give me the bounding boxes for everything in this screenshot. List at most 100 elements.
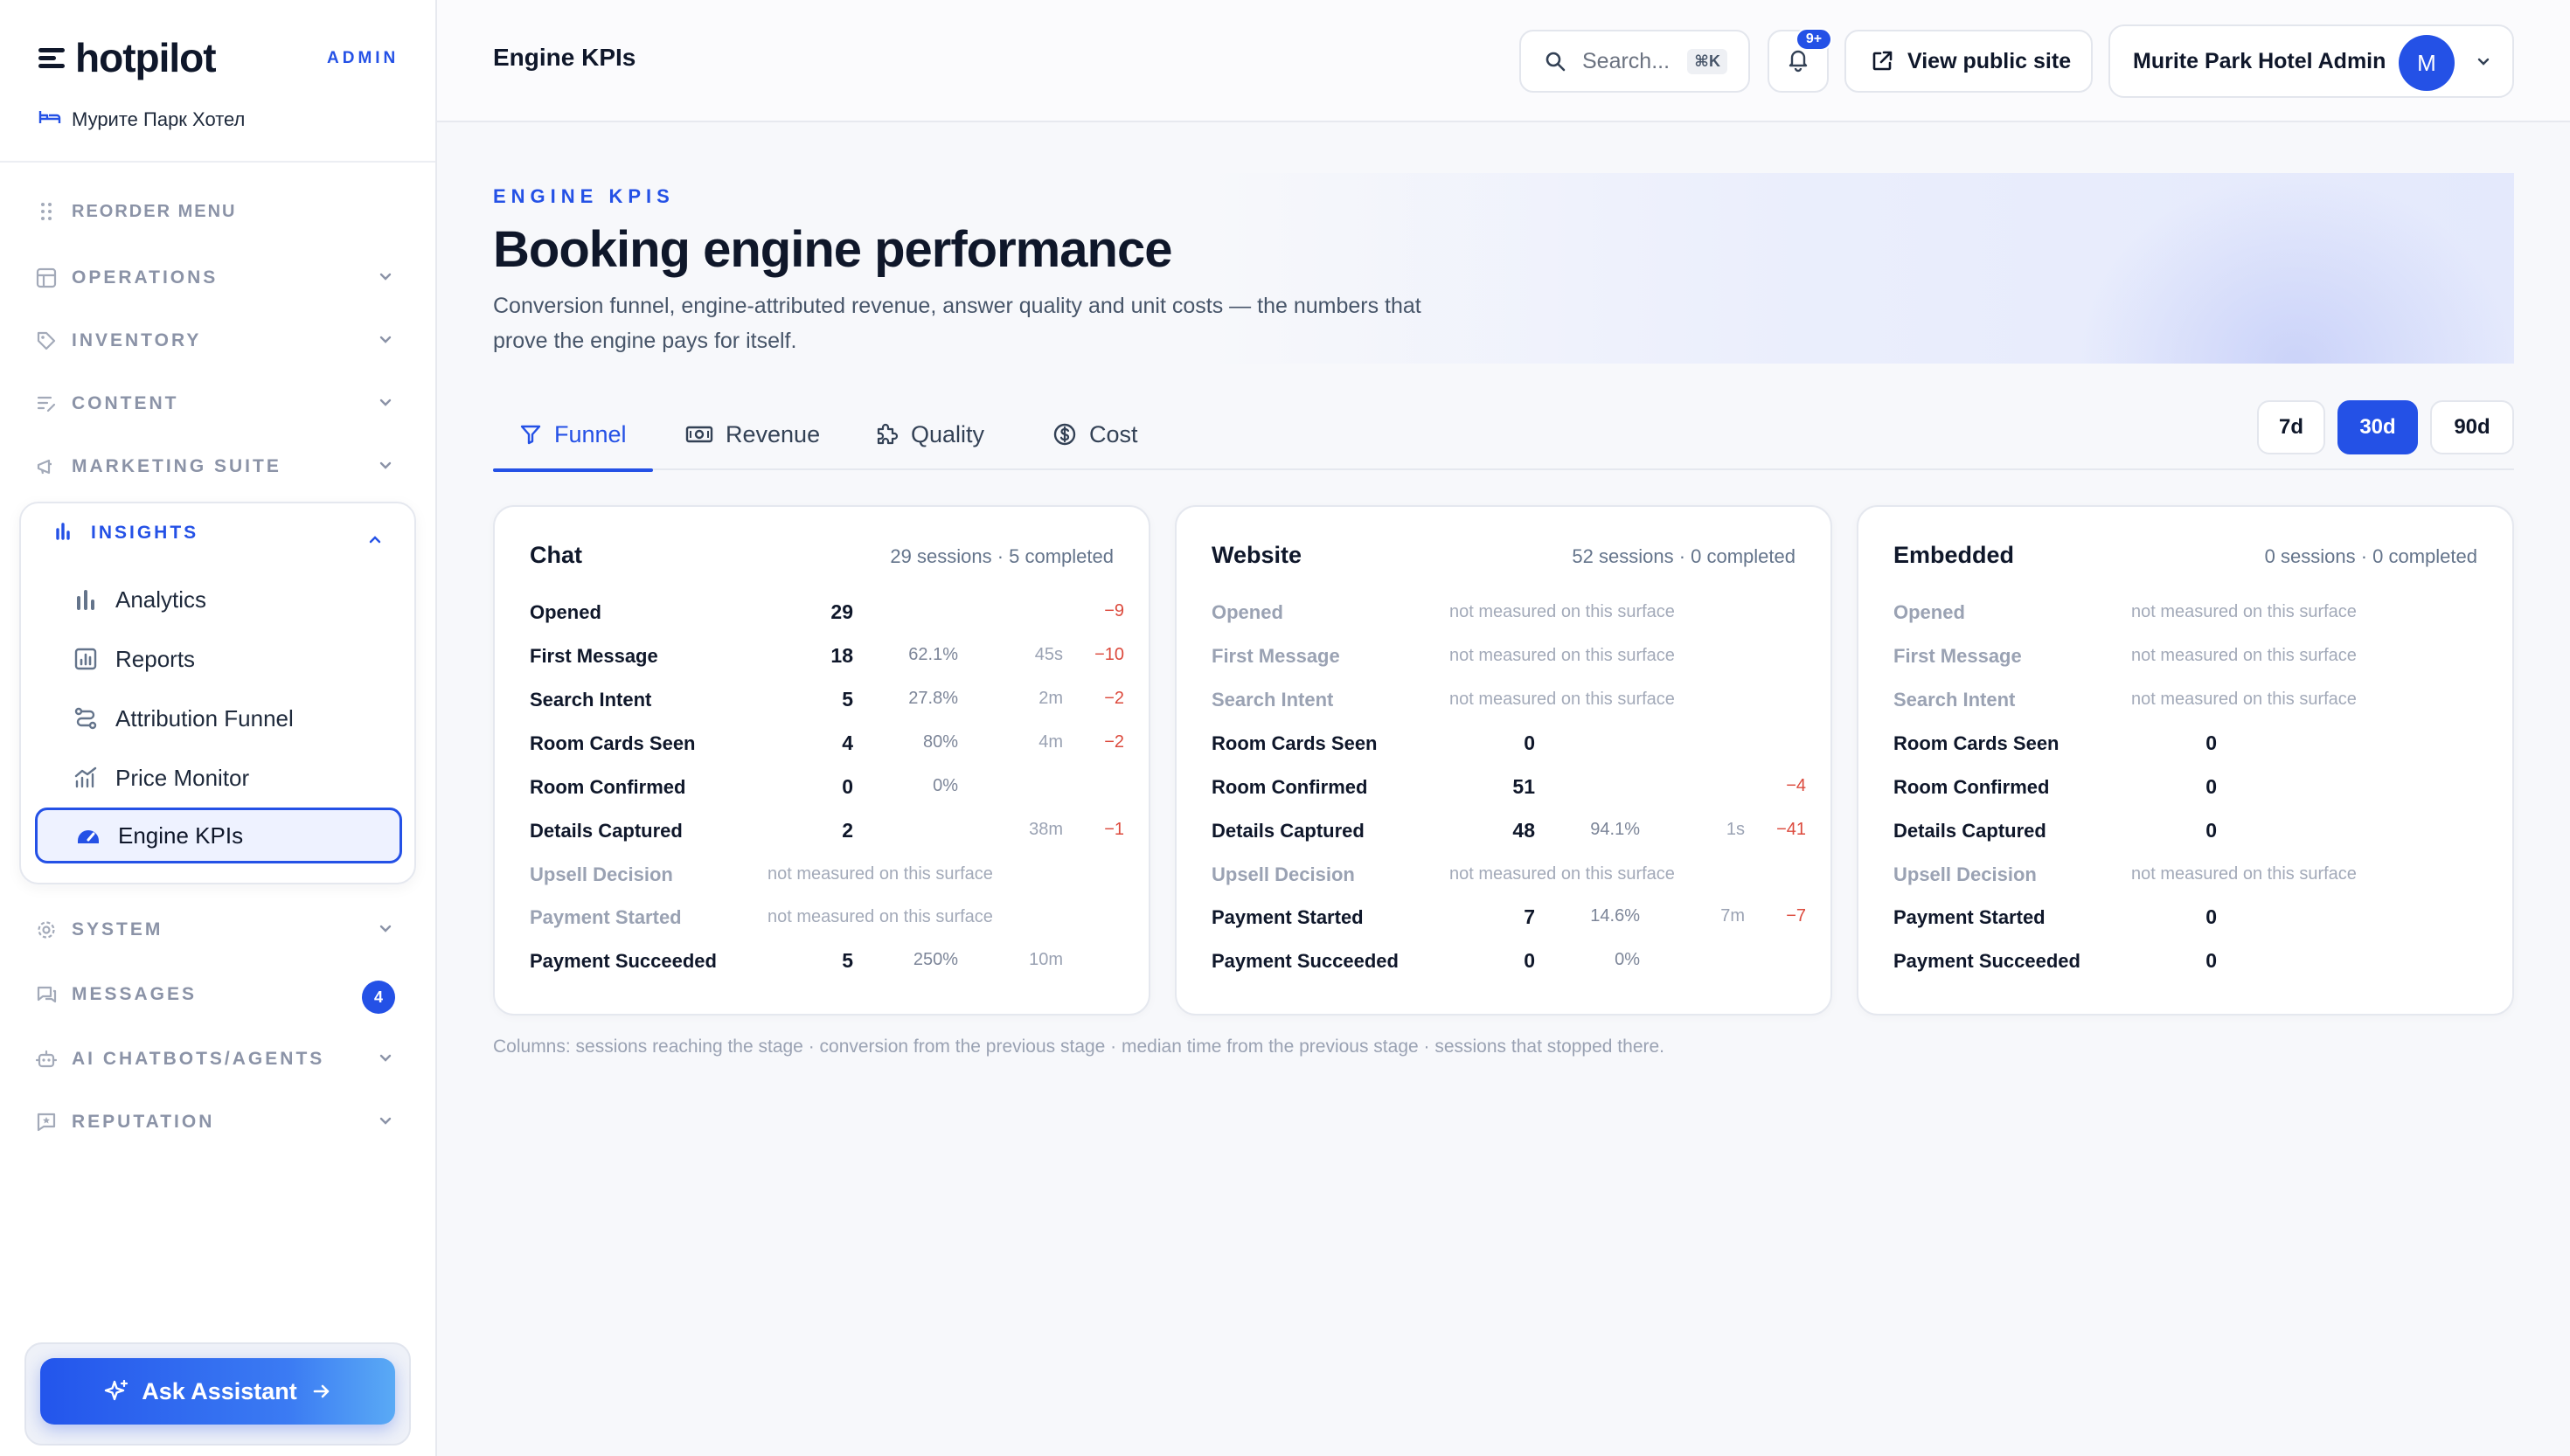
tab-cost[interactable]: Cost	[1026, 399, 1164, 470]
chevron-down-icon	[376, 1112, 395, 1136]
stage-count: 29	[830, 600, 853, 623]
view-public-site-label: View public site	[1907, 48, 2072, 73]
divider	[0, 161, 435, 163]
tab-quality[interactable]: Quality	[848, 399, 1011, 470]
admin-tag: ADMIN	[327, 49, 399, 67]
not-measured-note: not measured on this surface	[1449, 602, 1675, 621]
funnel-stage-row: Payment Succeeded 0	[1893, 943, 2488, 978]
nav-group-reputation[interactable]: REPUTATION	[35, 1105, 402, 1140]
nav-group-content[interactable]: CONTENT	[35, 386, 402, 421]
nav-group-system[interactable]: SYSTEM	[35, 912, 402, 947]
stage-median-time: 7m	[1720, 906, 1745, 926]
review-icon	[35, 1111, 58, 1134]
not-measured-note: not measured on this surface	[768, 907, 993, 926]
stage-label: Details Captured	[1212, 820, 1365, 842]
sidebar-item-label: Reports	[115, 645, 196, 672]
stage-count: 7	[1524, 905, 1535, 928]
funnel-stage-row: Search Intent not measured on this surfac…	[1212, 682, 1806, 717]
nav-group-operations[interactable]: OPERATIONS	[35, 260, 402, 295]
search-placeholder: Search...	[1582, 48, 1670, 73]
ask-assistant-label: Ask Assistant	[142, 1377, 297, 1404]
hotpilot-logo-icon	[38, 45, 68, 71]
stage-label: Payment Started	[1212, 906, 1364, 928]
stage-label: Room Confirmed	[530, 776, 686, 798]
view-public-site-button[interactable]: View public site	[1844, 30, 2093, 93]
stage-dropoff: −41	[1776, 820, 1806, 839]
stage-conversion: 80%	[922, 732, 958, 752]
stage-count: 0	[2205, 949, 2217, 972]
stage-dropoff: −2	[1104, 732, 1124, 752]
chevron-up-icon[interactable]	[365, 530, 385, 553]
nav-group-ai-chatbots[interactable]: AI CHATBOTS/AGENTS	[35, 1042, 402, 1077]
search-input[interactable]: Search... ⌘K	[1519, 30, 1750, 93]
stage-label: Payment Succeeded	[530, 950, 717, 972]
sidebar-item-attribution-funnel[interactable]: Attribution Funnel	[35, 690, 402, 746]
card-session-summary: 29 sessions · 5 completed	[890, 545, 1114, 567]
stage-label: Payment Succeeded	[1212, 950, 1399, 972]
analytics-icon	[72, 586, 100, 614]
search-shortcut: ⌘K	[1687, 49, 1727, 74]
main-content: ENGINE KPIS Booking engine performance C…	[437, 122, 2570, 1456]
funnel-stage-row: Payment Succeeded 5 250% 10m	[530, 943, 1124, 978]
nav-group-marketing[interactable]: MARKETING SUITE	[35, 449, 402, 484]
topbar: Engine KPIs Search... ⌘K 9+ View public …	[437, 0, 2570, 122]
sidebar: hotpilot ADMIN Мурите Парк Хотел REORDER…	[0, 0, 437, 1456]
nav-group-label: OPERATIONS	[72, 267, 219, 288]
chevron-down-icon	[2474, 52, 2493, 78]
range-90d-button[interactable]: 90d	[2430, 400, 2514, 454]
banknote-icon	[685, 423, 713, 446]
ask-assistant-button[interactable]: Ask Assistant	[40, 1358, 395, 1425]
tab-funnel[interactable]: Funnel	[493, 399, 653, 472]
tab-label: Quality	[911, 420, 985, 447]
stage-conversion: 14.6%	[1590, 906, 1640, 926]
brand-logo[interactable]: hotpilot	[38, 31, 217, 84]
hero-decoration	[1206, 173, 2514, 364]
drag-handle-icon	[35, 200, 58, 223]
range-7d-button[interactable]: 7d	[2257, 400, 2325, 454]
assistant-panel: Ask Assistant	[24, 1342, 411, 1446]
notifications-button[interactable]: 9+	[1768, 28, 1832, 93]
funnel-stage-row: Room Cards Seen 4 80% 4m −2	[530, 725, 1124, 760]
tag-icon	[35, 329, 58, 352]
stage-dropoff: −7	[1786, 906, 1806, 926]
nav-group-inventory[interactable]: INVENTORY	[35, 323, 402, 358]
chevron-down-icon	[376, 393, 395, 418]
stage-count: 0	[2205, 819, 2217, 842]
funnel-stage-row: Opened not measured on this surface	[1212, 594, 1806, 629]
card-title: Chat	[530, 542, 582, 568]
insights-toggle[interactable]: INSIGHTS	[54, 521, 198, 545]
report-chart-icon	[72, 645, 100, 673]
reorder-menu-label: REORDER MENU	[72, 201, 237, 221]
stage-median-time: 2m	[1038, 689, 1063, 708]
stage-conversion: 0%	[1615, 950, 1640, 969]
card-session-summary: 52 sessions · 0 completed	[1572, 545, 1796, 567]
not-measured-note: not measured on this surface	[1449, 646, 1675, 665]
user-menu-button[interactable]: Murite Park Hotel Admin M	[2108, 24, 2514, 98]
stage-label: First Message	[1212, 645, 1340, 667]
stage-conversion: 0%	[933, 776, 958, 795]
columns-footnote: Columns: sessions reaching the stage · c…	[493, 1037, 1665, 1057]
sidebar-item-reports[interactable]: Reports	[35, 631, 402, 687]
sidebar-item-price-monitor[interactable]: Price Monitor	[35, 750, 402, 806]
stage-count: 0	[842, 775, 853, 798]
stage-median-time: 1s	[1726, 820, 1745, 839]
sidebar-item-engine-kpis[interactable]: Engine KPIs	[35, 808, 402, 863]
tab-label: Cost	[1089, 420, 1138, 447]
search-icon	[1544, 50, 1566, 73]
reorder-menu-button[interactable]: REORDER MENU	[35, 194, 402, 229]
stage-label: Search Intent	[1212, 689, 1334, 711]
stage-dropoff: −9	[1104, 601, 1124, 621]
tab-revenue[interactable]: Revenue	[659, 399, 846, 470]
brand-name: hotpilot	[75, 35, 217, 80]
funnel-stage-row: Payment Succeeded 0 0%	[1212, 943, 1806, 978]
stage-dropoff: −2	[1104, 689, 1124, 708]
hotel-selector[interactable]: Мурите Парк Хотел	[38, 108, 245, 131]
range-30d-button[interactable]: 30d	[2337, 400, 2418, 454]
funnel-stage-row: Upsell Decision not measured on this surf…	[1893, 856, 2488, 891]
gear-icon	[35, 919, 58, 941]
funnel-stage-row: Search Intent 5 27.8% 2m −2	[530, 682, 1124, 717]
stage-count: 0	[1524, 731, 1535, 754]
stage-count: 0	[2205, 905, 2217, 928]
nav-group-messages[interactable]: MESSAGES 4	[35, 977, 402, 1014]
sidebar-item-analytics[interactable]: Analytics	[35, 572, 402, 627]
